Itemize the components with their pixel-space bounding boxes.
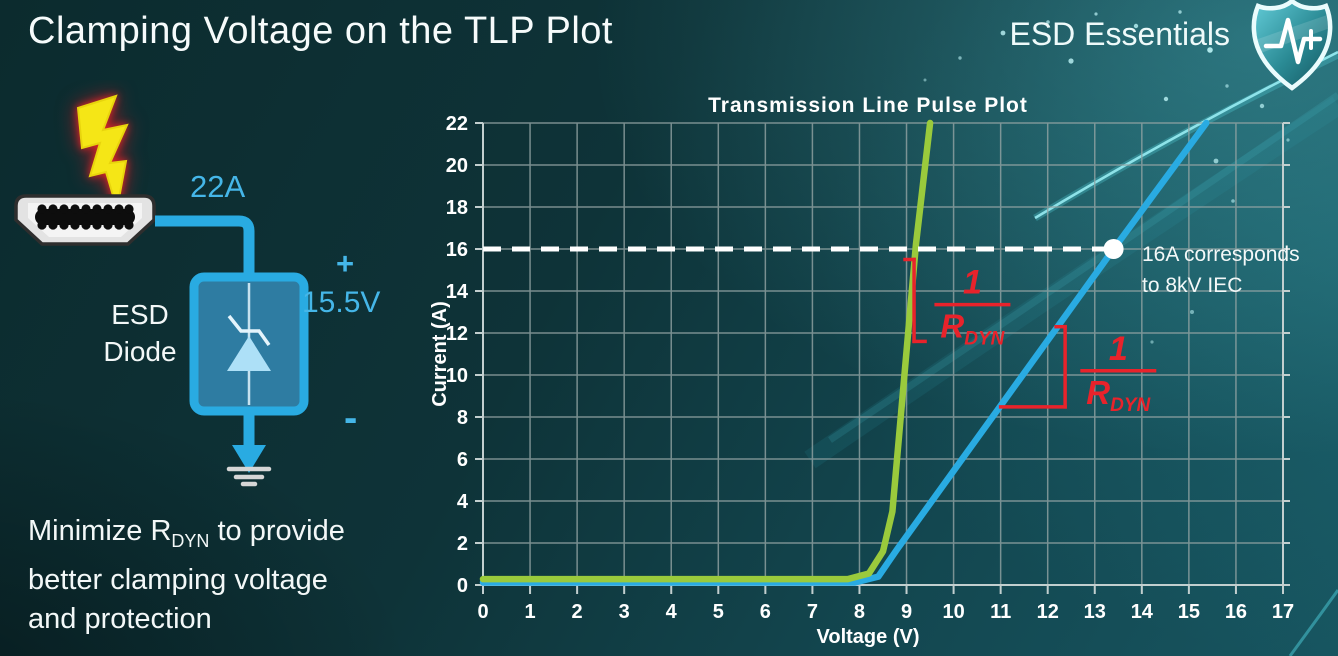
- svg-text:18: 18: [446, 197, 468, 219]
- polarity-plus-label: +: [336, 246, 355, 281]
- svg-text:6: 6: [457, 449, 468, 471]
- lightning-bolt-icon: [76, 94, 129, 210]
- ground-icon: [226, 466, 272, 487]
- svg-text:9: 9: [901, 601, 912, 623]
- chart-grid: [482, 122, 1284, 586]
- threshold-annotation-line2: to 8kV IEC: [1142, 274, 1243, 297]
- svg-text:8: 8: [457, 407, 468, 429]
- note-line2: better clamping voltage: [28, 564, 328, 596]
- svg-text:8: 8: [854, 601, 865, 623]
- clamping-voltage-label: 15.5V: [302, 286, 381, 319]
- svg-text:17: 17: [1272, 601, 1294, 623]
- svg-text:14: 14: [446, 281, 469, 303]
- page-title: Clamping Voltage on the TLP Plot: [28, 10, 613, 52]
- hdmi-connector-icon: [14, 194, 156, 246]
- svg-text:4: 4: [457, 491, 469, 513]
- esd-diode-label-line2: Diode: [103, 336, 177, 367]
- rdyn-fraction: 1 RDYN: [934, 264, 1011, 350]
- rdyn-subscript: DYN: [171, 531, 210, 551]
- svg-text:16: 16: [446, 239, 468, 261]
- svg-text:1: 1: [963, 264, 982, 302]
- svg-text:5: 5: [713, 601, 724, 623]
- y-axis-label: Current (A): [429, 301, 451, 407]
- svg-text:15: 15: [1178, 601, 1200, 623]
- threshold-annotation: 16A corresponds to 8kV IEC: [1142, 239, 1300, 301]
- slope-marker: [903, 257, 927, 344]
- svg-text:20: 20: [446, 155, 468, 177]
- swoosh-band: [804, 96, 1338, 469]
- svg-text:2: 2: [457, 533, 468, 555]
- polarity-minus-label: -: [344, 396, 358, 440]
- surge-wire: [155, 215, 255, 279]
- svg-text:14: 14: [1131, 601, 1154, 623]
- threshold-annotation-line1: 16A corresponds: [1142, 243, 1300, 266]
- sparkle-dots: [923, 10, 1306, 344]
- svg-text:1: 1: [1109, 330, 1128, 368]
- svg-text:22: 22: [446, 113, 468, 135]
- svg-text:2: 2: [572, 601, 583, 623]
- chart-title: Transmission Line Pulse Plot: [708, 94, 1028, 117]
- y-tick-labels: 0 2 4 6 8 10 12 14 16 18 20 22: [446, 113, 469, 597]
- shield-pulse-icon: [1251, 0, 1333, 91]
- svg-text:7: 7: [807, 601, 818, 623]
- svg-text:11: 11: [990, 601, 1011, 623]
- x-axis-label: Voltage (V): [817, 626, 920, 648]
- svg-text:0: 0: [477, 601, 488, 623]
- svg-text:12: 12: [1037, 601, 1059, 623]
- svg-text:12: 12: [446, 323, 468, 345]
- swoosh-corner: [1288, 589, 1338, 656]
- arrow-down-icon: [232, 445, 266, 473]
- axis-ticks: [475, 122, 1290, 594]
- green-low-rdyn-curve: [479, 119, 934, 583]
- note-line3: and protection: [28, 603, 212, 635]
- svg-text:16: 16: [1225, 601, 1247, 623]
- esd-circuit-diagram: [14, 94, 309, 487]
- svg-text:4: 4: [666, 601, 678, 623]
- takeaway-note: Minimize RDYN to provide better clamping…: [28, 512, 345, 639]
- esd-diode-label: ESD Diode: [90, 296, 190, 370]
- brand-name: ESD Essentials: [1009, 16, 1230, 52]
- note-line1: Minimize RDYN to provide: [28, 515, 345, 551]
- esd-diode-label-line1: ESD: [111, 299, 169, 330]
- svg-text:0: 0: [457, 575, 468, 597]
- svg-text:10: 10: [446, 365, 468, 387]
- blue-high-rdyn-curve: [479, 119, 1210, 586]
- svg-text:1: 1: [524, 601, 535, 623]
- tvs-diode-icon: [227, 314, 271, 371]
- marker-dot: [1103, 239, 1124, 259]
- svg-text:10: 10: [942, 601, 964, 623]
- surge-current-label: 22A: [190, 169, 246, 204]
- svg-text:3: 3: [619, 601, 630, 623]
- slope-marker: [998, 324, 1067, 409]
- x-tick-labels: 0 1 2 3 4 5 6 7 8 9 10 11 12 13 14 15 16 17: [477, 601, 1294, 623]
- svg-text:6: 6: [760, 601, 771, 623]
- svg-text:RDYN: RDYN: [940, 308, 1005, 350]
- svg-text:13: 13: [1084, 601, 1106, 623]
